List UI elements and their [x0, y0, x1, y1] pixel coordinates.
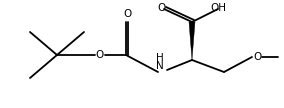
- Text: N: N: [156, 61, 164, 71]
- Text: OH: OH: [210, 3, 226, 13]
- Text: O: O: [253, 52, 261, 62]
- Text: H: H: [156, 53, 164, 63]
- Text: O: O: [158, 3, 166, 13]
- Text: O: O: [96, 50, 104, 60]
- Text: O: O: [124, 9, 132, 19]
- Polygon shape: [189, 22, 195, 60]
